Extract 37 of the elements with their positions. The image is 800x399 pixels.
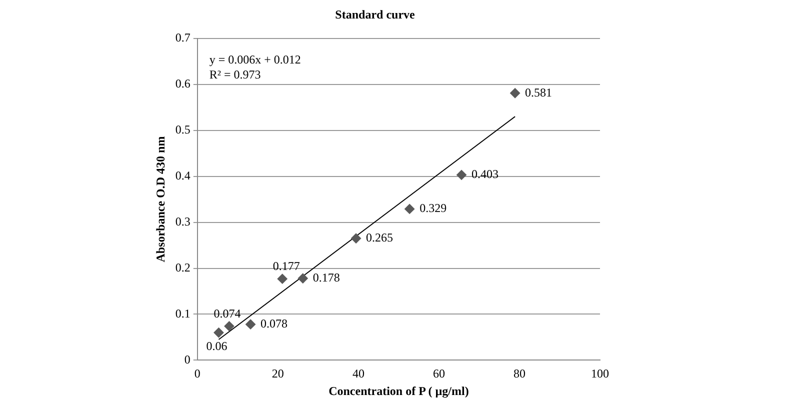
x-tick-label: 60 <box>432 366 445 381</box>
point <box>277 274 288 284</box>
x-tick-label: 40 <box>352 366 364 381</box>
y-tick-label: 0.7 <box>175 30 190 45</box>
y-tick-label: 0.5 <box>175 122 190 136</box>
chart-title: Standard curve <box>335 7 416 22</box>
data-label: 0.177 <box>272 258 300 273</box>
data-label: 0.06 <box>206 338 228 353</box>
point <box>510 88 520 98</box>
annotation: R² = 0.973 <box>209 68 261 82</box>
data-label: 0.329 <box>420 201 447 216</box>
y-tick-label: 0 <box>184 352 190 366</box>
point <box>456 170 467 180</box>
point <box>214 328 224 338</box>
data-label: 0.403 <box>472 167 499 182</box>
x-tick-label: 0 <box>194 366 200 381</box>
y-tick-label: 0.2 <box>175 260 190 274</box>
data-label: 0.265 <box>366 230 394 245</box>
x-tick-label: 100 <box>591 366 609 381</box>
point <box>298 273 308 284</box>
data-label: 0.078 <box>260 316 288 330</box>
point <box>404 204 415 214</box>
y-tick-label: 0.4 <box>175 168 190 182</box>
data-label: 0.074 <box>214 306 241 320</box>
y-tick-label: 0.6 <box>175 76 190 91</box>
y-axis-title: Absorbance O.D 430 nm <box>153 136 168 262</box>
x-axis-title: Concentration of P ( µg/ml) <box>328 384 469 398</box>
point <box>246 319 256 330</box>
x-tick-label: 80 <box>513 366 526 381</box>
point <box>351 233 362 244</box>
y-tick-label: 0.3 <box>175 214 190 228</box>
data-label: 0.178 <box>312 270 340 285</box>
data-label: 0.581 <box>525 85 552 100</box>
annotation: y = 0.006x + 0.012 <box>209 52 301 67</box>
x-tick-label: 20 <box>272 366 284 381</box>
y-tick-label: 0.1 <box>175 306 190 320</box>
point <box>224 321 234 332</box>
